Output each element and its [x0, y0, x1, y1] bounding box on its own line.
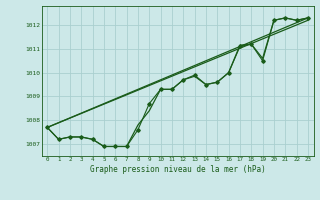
X-axis label: Graphe pression niveau de la mer (hPa): Graphe pression niveau de la mer (hPa) — [90, 165, 266, 174]
